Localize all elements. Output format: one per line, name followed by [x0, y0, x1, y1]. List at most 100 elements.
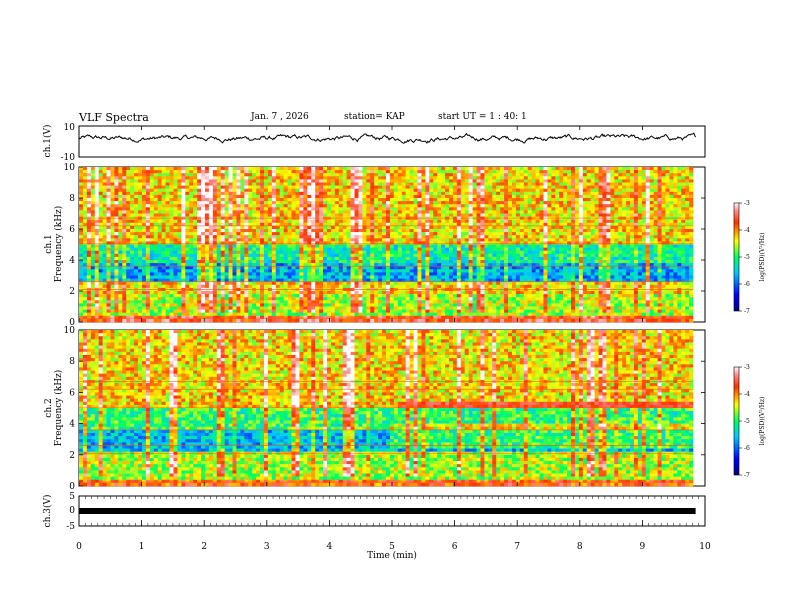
- spectrogram-cell: [637, 176, 643, 180]
- spectrogram-cell: [244, 194, 249, 199]
- spectrogram-cell: [279, 250, 284, 255]
- spectrogram-cell: [622, 213, 627, 217]
- spectrogram-cell: [79, 232, 84, 236]
- spectrogram-cell: [157, 188, 162, 193]
- spectrogram-cell: [586, 232, 591, 236]
- spectrogram-cell: [689, 235, 694, 239]
- spectrogram-cell: [594, 225, 599, 230]
- spectrogram-cell: [677, 229, 682, 233]
- spectrogram-cell: [86, 253, 92, 258]
- spectrogram-cell: [519, 213, 525, 217]
- spectrogram-cell: [114, 194, 119, 199]
- spectrogram-cell: [271, 238, 277, 242]
- spectrogram-cell: [248, 182, 253, 186]
- spectrogram-cell: [346, 225, 351, 230]
- spectrogram-cell: [240, 225, 245, 230]
- spectrogram-cell: [299, 201, 304, 205]
- spectrogram-cell: [665, 219, 670, 224]
- spectrogram-cell: [216, 210, 221, 214]
- spectrogram-cell: [515, 176, 521, 180]
- spectrogram-cell: [433, 235, 438, 239]
- spectrogram-cell: [165, 182, 170, 186]
- spectrogram-cell: [126, 253, 131, 258]
- spectrogram-cell: [189, 194, 194, 199]
- spectrogram-cell: [504, 225, 509, 230]
- spectrogram-cell: [82, 198, 88, 202]
- spectrogram-cell: [141, 253, 147, 258]
- spectrogram-cell: [220, 260, 225, 264]
- spectrogram-cell: [236, 247, 241, 251]
- spectrogram-cell: [657, 263, 662, 267]
- spectrogram-cell: [460, 229, 466, 233]
- spectrogram-cell: [315, 222, 320, 227]
- spectrogram-cell: [665, 225, 670, 230]
- spectrogram-cell: [350, 179, 355, 183]
- spectrogram-cell: [232, 263, 237, 267]
- spectrogram-cell: [94, 191, 99, 196]
- spectrogram-cell: [508, 229, 513, 233]
- spectrogram-cell: [330, 213, 336, 217]
- spectrogram-cell: [539, 222, 544, 227]
- spectrogram-cell: [425, 170, 430, 174]
- spectrogram-cell: [535, 247, 540, 251]
- spectrogram-cell: [378, 229, 383, 233]
- spectrogram-cell: [590, 222, 595, 227]
- spectrogram-cell: [555, 238, 560, 242]
- spectrogram-cell: [574, 229, 580, 233]
- spectrogram-cell: [570, 260, 576, 264]
- spectrogram-cell: [362, 260, 367, 264]
- spectrogram-cell: [665, 185, 670, 189]
- spectrogram-cell: [382, 235, 387, 239]
- spectrogram-cell: [555, 176, 560, 180]
- spectrogram-cell: [145, 210, 151, 214]
- spectrogram-cell: [260, 179, 265, 183]
- spectrogram-cell: [267, 256, 273, 261]
- spectrogram-cell: [622, 167, 627, 171]
- spectrogram-cell: [637, 250, 643, 255]
- spectrogram-cell: [555, 204, 560, 208]
- spectrogram-cell: [539, 204, 544, 208]
- spectrogram-cell: [669, 207, 674, 211]
- spectrogram-cell: [169, 232, 174, 236]
- spectrogram-cell: [618, 225, 623, 230]
- spectrogram-cell: [574, 225, 580, 230]
- spectrogram-cell: [330, 235, 336, 239]
- spectrogram-cell: [354, 241, 359, 245]
- spectrogram-cell: [578, 229, 584, 233]
- spectrogram-cell: [374, 188, 379, 193]
- spectrogram-cell: [295, 210, 300, 214]
- spectrogram-cell: [189, 229, 194, 233]
- spectrogram-cell: [244, 260, 249, 264]
- spectrogram-cell: [685, 173, 690, 177]
- spectrogram-cell: [445, 176, 450, 180]
- spectrogram-cell: [138, 191, 143, 196]
- spectrogram-cell: [342, 225, 347, 230]
- spectrogram-cell: [157, 244, 162, 248]
- spectrogram-cell: [606, 173, 611, 177]
- spectrogram-cell: [559, 219, 564, 224]
- spectrogram-cell: [204, 185, 210, 189]
- spectrogram-cell: [134, 188, 139, 193]
- spectrogram-cell: [98, 250, 103, 255]
- spectrogram-cell: [315, 235, 320, 239]
- spectrogram-cell: [110, 241, 115, 245]
- spectrogram-cell: [189, 247, 194, 251]
- spectrogram-cell: [263, 263, 269, 267]
- spectrogram-cell: [413, 198, 418, 202]
- spectrogram-cell: [110, 250, 115, 255]
- spectrogram-cell: [547, 167, 552, 171]
- spectrogram-cell: [618, 198, 623, 202]
- spectrogram-cell: [594, 247, 599, 251]
- spectrogram-cell: [570, 250, 576, 255]
- spectrogram-cell: [224, 173, 229, 177]
- spectrogram-cell: [441, 176, 446, 180]
- spectrogram-cell: [145, 194, 151, 199]
- spectrogram-cell: [488, 191, 493, 196]
- spectrogram-cell: [260, 185, 265, 189]
- spectrogram-cell: [362, 238, 367, 242]
- spectrogram-cell: [673, 188, 678, 193]
- spectrogram-cell: [283, 235, 288, 239]
- spectrogram-cell: [118, 238, 123, 242]
- spectrogram-cell: [397, 263, 403, 267]
- spectrogram-cell: [271, 188, 277, 193]
